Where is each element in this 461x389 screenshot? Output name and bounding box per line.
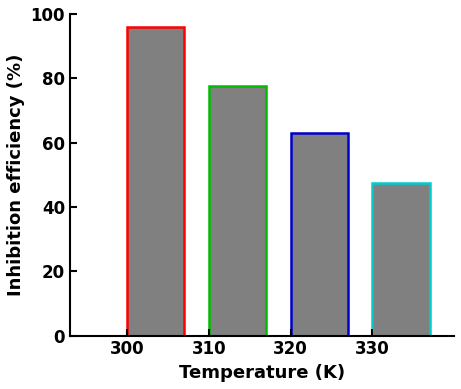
Bar — [372, 183, 430, 336]
Bar — [127, 27, 184, 336]
Y-axis label: Inhibition efficiency (%): Inhibition efficiency (%) — [7, 54, 25, 296]
Bar — [209, 86, 266, 336]
Bar — [290, 133, 348, 336]
X-axis label: Temperature (K): Temperature (K) — [179, 364, 345, 382]
